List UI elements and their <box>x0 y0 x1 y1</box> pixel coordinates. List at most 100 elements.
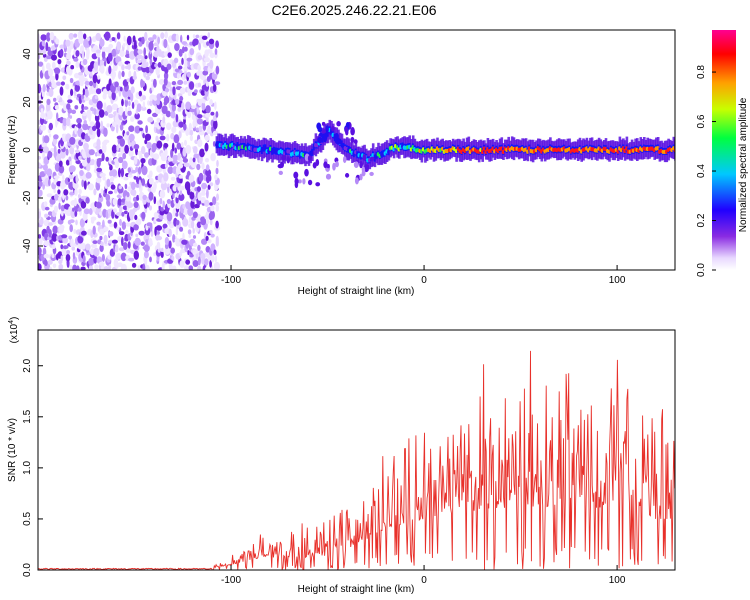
noise-blob <box>119 206 123 214</box>
noise-blob <box>140 241 145 246</box>
noise-blob <box>133 144 140 150</box>
noise-blob <box>127 241 131 249</box>
noise-blob <box>83 208 90 215</box>
noise-blob <box>170 111 176 119</box>
noise-blob <box>198 172 204 182</box>
noise-blob <box>151 142 158 151</box>
noise-blob <box>162 106 168 110</box>
noise-blob <box>182 218 189 227</box>
noise-blob <box>69 136 76 145</box>
noise-blob <box>187 207 194 217</box>
noise-blob <box>155 66 160 76</box>
noise-blob <box>210 111 215 116</box>
colorbar-tick-label: 0.6 <box>696 114 707 128</box>
noise-blob <box>186 34 190 41</box>
noise-blob <box>185 144 192 155</box>
noise-blob <box>130 86 135 94</box>
noise-blob <box>96 158 103 162</box>
noise-blob <box>83 180 87 190</box>
noise-blob <box>38 189 43 197</box>
noise-blob <box>95 152 98 157</box>
snr-y-ticks: 0.0 0.5 1.0 1.5 2.0 <box>22 358 43 577</box>
snr-x-label: Height of straight line (km) <box>298 584 415 595</box>
noise-blob <box>108 113 114 119</box>
noise-blob <box>100 188 104 196</box>
noise-blob <box>46 55 52 60</box>
signal-scatter <box>307 179 313 186</box>
noise-blob <box>212 196 217 206</box>
signal-scatter <box>304 168 309 177</box>
noise-blob <box>81 230 87 236</box>
noise-blob <box>53 188 56 194</box>
noise-blob <box>95 201 102 209</box>
noise-blob <box>60 255 64 262</box>
noise-blob <box>38 156 41 160</box>
noise-blob <box>178 185 185 191</box>
noise-blob <box>68 156 72 162</box>
noise-blob <box>121 211 125 217</box>
noise-blob <box>192 38 199 46</box>
noise-blob <box>147 37 154 42</box>
noise-blob <box>159 209 165 216</box>
noise-blob <box>59 44 65 49</box>
signal-scatter <box>321 128 327 134</box>
noise-blob <box>93 108 97 116</box>
noise-blob <box>204 199 210 207</box>
noise-blob <box>111 103 119 111</box>
signal-scatter <box>332 162 336 171</box>
noise-blob <box>197 256 201 266</box>
noise-blob <box>77 235 84 244</box>
noise-blob <box>179 260 185 268</box>
noise-blob <box>173 57 179 64</box>
noise-blob <box>127 110 132 116</box>
noise-blob <box>175 98 180 105</box>
noise-blob <box>106 105 113 114</box>
noise-blob <box>178 130 182 139</box>
noise-blob <box>126 131 130 136</box>
noise-blob <box>189 129 194 136</box>
noise-blob <box>59 97 63 103</box>
noise-blob <box>187 250 190 256</box>
noise-blob <box>56 112 59 120</box>
noise-blob <box>213 261 220 270</box>
noise-blob <box>69 165 76 173</box>
signal-scatter <box>350 136 355 143</box>
noise-blob <box>57 151 60 161</box>
signal-scatter <box>302 178 306 185</box>
noise-blob <box>171 255 175 261</box>
signal-scatter <box>281 154 287 161</box>
noise-blob <box>201 238 208 245</box>
signal-scatter <box>293 171 299 179</box>
noise-blob <box>83 96 90 101</box>
noise-blob <box>210 153 216 162</box>
noise-blob <box>178 175 184 179</box>
noise-blob <box>131 169 137 174</box>
noise-blob <box>165 110 171 118</box>
noise-blob <box>90 158 95 166</box>
noise-blob <box>113 188 118 194</box>
spectrogram-x-ticks: -100 0 100 <box>221 265 626 286</box>
noise-blob <box>74 198 77 207</box>
noise-blob <box>140 80 146 87</box>
noise-blob <box>70 238 74 246</box>
noise-blob <box>61 250 68 257</box>
spectrogram-panel: -100 0 100 -40 -20 0 20 40 Height of straight … <box>7 29 676 297</box>
noise-blob <box>215 235 219 245</box>
noise-blob <box>205 81 210 87</box>
snr-multiplier: (x104) <box>8 317 20 344</box>
noise-blob <box>182 232 185 240</box>
noise-blob <box>145 66 150 74</box>
noise-blob <box>47 150 53 159</box>
noise-blob <box>118 167 121 178</box>
noise-blob <box>92 206 96 213</box>
noise-blob <box>188 174 195 183</box>
noise-blob <box>101 143 107 154</box>
noise-blob <box>40 108 44 113</box>
noise-blob <box>88 264 94 270</box>
noise-blob <box>70 208 76 219</box>
noise-blob <box>172 234 176 243</box>
noise-blob <box>88 208 93 215</box>
noise-blob <box>161 247 164 253</box>
noise-blob <box>133 175 137 180</box>
noise-blob <box>94 264 99 270</box>
